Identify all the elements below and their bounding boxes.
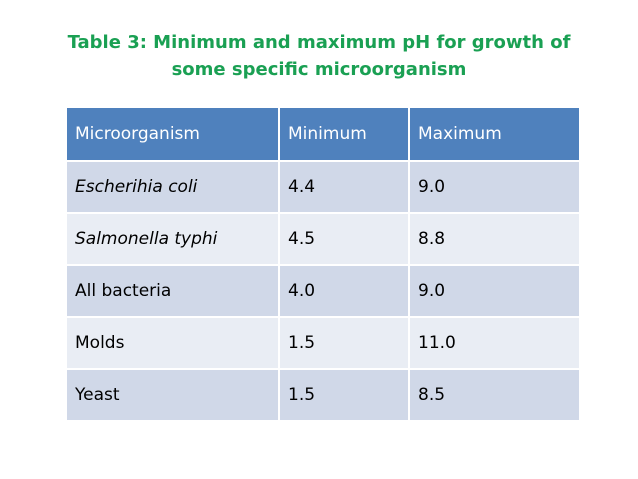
cell-maximum: 9.0 bbox=[409, 265, 579, 318]
cell-organism: All bacteria bbox=[67, 265, 280, 318]
table-row: Escherihia coli 4.4 9.0 bbox=[67, 161, 579, 214]
cell-minimum: 1.5 bbox=[279, 317, 410, 370]
header-microorganism: Microorganism bbox=[67, 108, 280, 162]
cell-maximum: 11.0 bbox=[409, 317, 579, 370]
cell-minimum: 4.4 bbox=[279, 161, 410, 214]
header-maximum: Maximum bbox=[409, 108, 579, 162]
cell-organism: Salmonella typhi bbox=[67, 213, 280, 266]
table-row: Salmonella typhi 4.5 8.8 bbox=[67, 213, 579, 266]
cell-organism: Molds bbox=[67, 317, 280, 370]
cell-organism: Yeast bbox=[67, 369, 280, 422]
table-row: Molds 1.5 11.0 bbox=[67, 317, 579, 370]
table-title-line-2: some specific microorganism bbox=[171, 59, 467, 80]
cell-minimum: 4.5 bbox=[279, 213, 410, 266]
cell-organism: Escherihia coli bbox=[67, 161, 280, 214]
cell-maximum: 8.8 bbox=[409, 213, 579, 266]
table-title-line-1: Table 3: Minimum and maximum pH for grow… bbox=[67, 32, 571, 53]
table-row: All bacteria 4.0 9.0 bbox=[67, 265, 579, 318]
cell-maximum: 9.0 bbox=[409, 161, 579, 214]
table-row: Yeast 1.5 8.5 bbox=[67, 369, 579, 422]
header-minimum: Minimum bbox=[279, 108, 410, 162]
cell-minimum: 4.0 bbox=[279, 265, 410, 318]
cell-minimum: 1.5 bbox=[279, 369, 410, 422]
table-header-row: Microorganism Minimum Maximum bbox=[67, 108, 579, 162]
cell-maximum: 8.5 bbox=[409, 369, 579, 422]
ph-growth-table: Microorganism Minimum Maximum Escherihia… bbox=[67, 108, 579, 422]
table-title: Table 3: Minimum and maximum pH for grow… bbox=[0, 29, 638, 83]
